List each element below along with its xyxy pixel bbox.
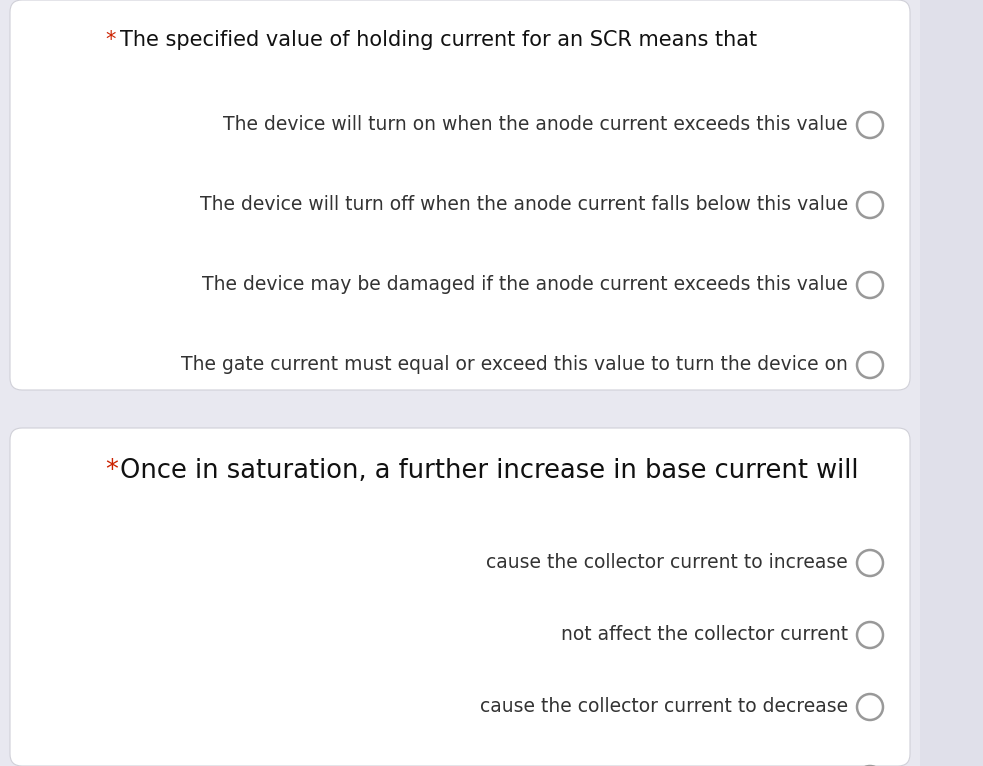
Text: cause the collector current to increase: cause the collector current to increase [487, 554, 848, 572]
Text: The device may be damaged if the anode current exceeds this value: The device may be damaged if the anode c… [202, 276, 848, 294]
Text: Once in saturation, a further increase in base current will: Once in saturation, a further increase i… [120, 458, 858, 484]
Text: The gate current must equal or exceed this value to turn the device on: The gate current must equal or exceed th… [181, 355, 848, 375]
Text: The specified value of holding current for an SCR means that: The specified value of holding current f… [120, 30, 757, 50]
Text: *: * [105, 458, 118, 484]
Text: not affect the collector current: not affect the collector current [561, 626, 848, 644]
Text: The device will turn off when the anode current falls below this value: The device will turn off when the anode … [200, 195, 848, 214]
Text: *: * [105, 30, 115, 50]
Text: cause the collector current to decrease: cause the collector current to decrease [480, 698, 848, 716]
FancyBboxPatch shape [10, 428, 910, 766]
FancyBboxPatch shape [10, 0, 910, 390]
Text: The device will turn on when the anode current exceeds this value: The device will turn on when the anode c… [223, 116, 848, 135]
FancyBboxPatch shape [920, 0, 983, 766]
